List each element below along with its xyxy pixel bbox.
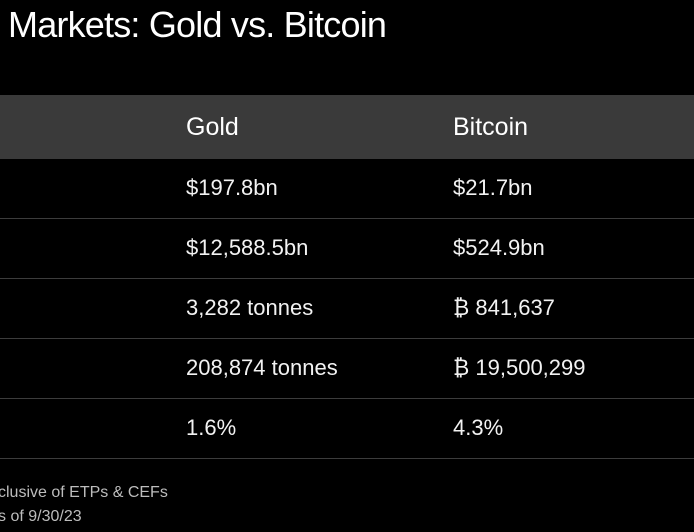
footnote: s of 9/30/23 — [0, 508, 82, 525]
cell-gold: $12,588.5bn — [186, 235, 309, 260]
table-row: $12,588.5bn $524.9bn — [0, 219, 694, 279]
table-row: 208,874 tonnes ₿ 19,500,299 — [0, 339, 694, 399]
table-row: $197.8bn $21.7bn — [0, 159, 694, 219]
footnote: clusive of ETPs & CEFs — [0, 484, 168, 501]
page-title: Markets: Gold vs. Bitcoin — [8, 4, 387, 45]
cell-bitcoin: ₿ 841,637 — [453, 295, 555, 320]
footnotes: clusive of ETPs & CEFs s of 9/30/23 — [0, 481, 168, 529]
cell-gold: 208,874 tonnes — [186, 355, 338, 380]
cell-gold: 1.6% — [186, 415, 237, 440]
table-row: 3,282 tonnes ₿ 841,637 — [0, 279, 694, 339]
header-bitcoin: Bitcoin — [453, 113, 529, 141]
cell-bitcoin: ₿ 19,500,299 — [453, 355, 586, 380]
header-gold: Gold — [186, 113, 239, 141]
table-header-row: Gold Bitcoin — [0, 95, 694, 159]
comparison-table: Gold Bitcoin $197.8bn $21.7bn $12,588.5b… — [0, 95, 694, 459]
cell-gold: 3,282 tonnes — [186, 295, 314, 320]
table-row: 1.6% 4.3% — [0, 399, 694, 459]
cell-bitcoin: $21.7bn — [453, 175, 533, 200]
cell-gold: $197.8bn — [186, 175, 278, 200]
cell-bitcoin: 4.3% — [453, 415, 504, 440]
cell-bitcoin: $524.9bn — [453, 235, 545, 260]
